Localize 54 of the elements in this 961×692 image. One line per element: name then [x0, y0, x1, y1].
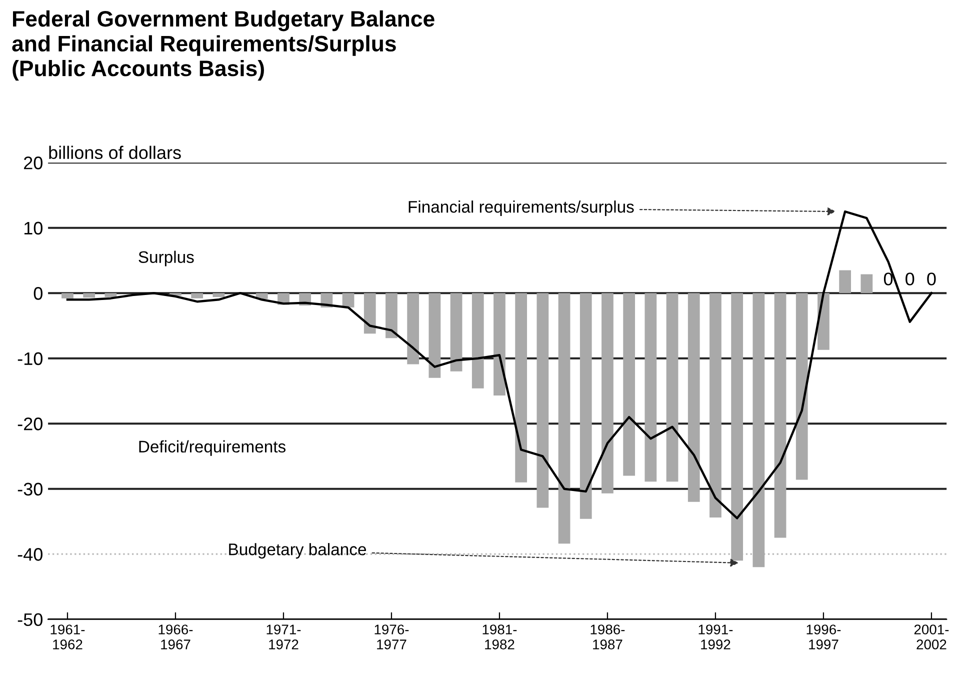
- bar: [450, 293, 462, 372]
- bar: [774, 293, 786, 538]
- bar: [62, 293, 74, 298]
- y-tick-label: -20: [18, 418, 42, 430]
- y-tick-label: 10: [24, 222, 42, 235]
- bar: [364, 293, 376, 334]
- y-tick-label: 0: [34, 287, 42, 300]
- y-tick-label: -50: [18, 613, 42, 626]
- bar: [515, 293, 528, 482]
- bar: [688, 293, 700, 502]
- bar: [342, 293, 354, 308]
- annotation: Deficit/requirements: [139, 440, 286, 456]
- annotation: Surplus: [138, 250, 194, 266]
- bar: [580, 293, 592, 519]
- x-tick-label: 1991- 1992: [698, 624, 733, 650]
- bar: [796, 293, 808, 480]
- bar: [536, 293, 549, 508]
- x-tick-label: 1996- 1997: [806, 624, 841, 650]
- bar: [83, 293, 96, 298]
- bar: [839, 270, 852, 294]
- bar: [191, 293, 204, 298]
- chart-title: Federal Government Budgetary Balance and Financial Requirements/Surplus (Public Accounts Basis): [12, 10, 434, 81]
- y-tick-label: -10: [18, 352, 42, 366]
- y-tick-label: 20: [24, 156, 42, 170]
- bar: [644, 293, 657, 482]
- x-tick-label: 1971- 1972: [266, 624, 301, 650]
- bar: [558, 293, 570, 544]
- bar: [212, 293, 225, 298]
- bar: [386, 293, 398, 338]
- x-tick-label: 1986- 1987: [590, 624, 625, 650]
- bar: [104, 293, 117, 298]
- x-tick-label: 1966- 1967: [158, 624, 193, 650]
- bar: [494, 293, 506, 396]
- y-axis-title: billions of dollars: [49, 146, 181, 160]
- x-tick-label: 1976- 1977: [374, 624, 409, 650]
- x-tick-label: 1981- 1982: [482, 624, 517, 650]
- bar: [666, 293, 678, 482]
- x-tick-label: 2001- 2002: [914, 624, 949, 650]
- data-label: 0: [906, 272, 914, 286]
- data-label: 0: [927, 272, 936, 286]
- bar: [752, 293, 765, 568]
- text: Budgetary balance: [229, 543, 366, 559]
- data-label: 0: [884, 272, 893, 286]
- bar: [472, 293, 484, 388]
- y-tick-label: -30: [18, 482, 42, 496]
- y-tick-label: -40: [18, 548, 42, 561]
- bar: [710, 293, 722, 518]
- bar: [407, 293, 420, 364]
- bar: [623, 293, 636, 476]
- bar: [602, 293, 614, 494]
- x-tick-label: 1961- 1962: [50, 624, 85, 650]
- bar: [860, 274, 873, 294]
- text: Financial requirements/surplus: [408, 200, 634, 216]
- bar: [428, 293, 441, 378]
